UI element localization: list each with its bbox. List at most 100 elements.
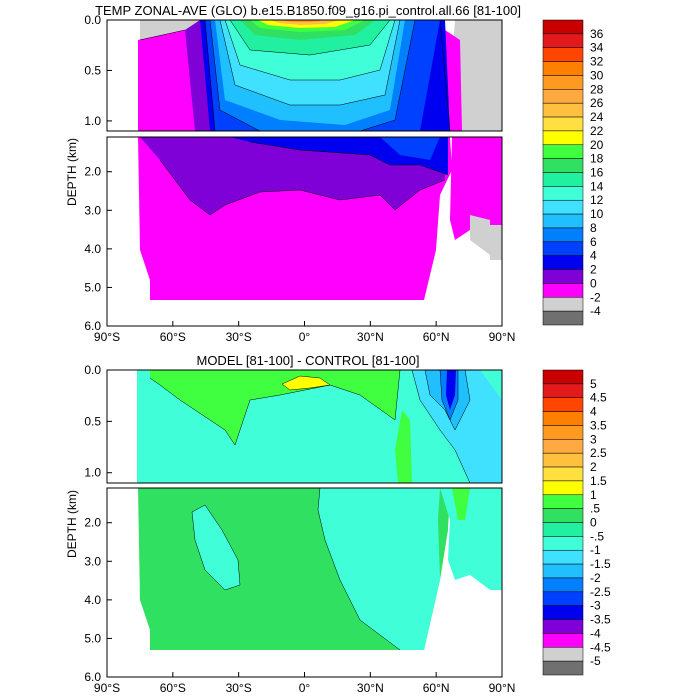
panel1-y-tick-label: 1.0 [84,114,101,128]
panel1-colorbar-label: 24 [590,110,604,124]
panel2-title: MODEL [81-100] - CONTROL [81-100] [196,353,419,368]
panel1-y-tick-label: 6.0 [84,319,101,333]
panel2-colorbar-box [542,577,584,593]
panel2-colorbar-box [542,466,584,482]
panel1-colorbar-label: 34 [590,41,604,55]
panel2-y-tick-label: 1.0 [84,466,101,480]
panel2-x-tick-label: 90°N [489,681,516,695]
panel2-colorbar-label: 2 [590,460,597,474]
panel2-colorbar-label: -1.5 [590,557,611,571]
panel2-upper-field [107,370,502,483]
panel1-lower-field [107,137,502,326]
panel2-colorbar-box [542,508,584,523]
panel1-x-tick-label: 90°N [489,330,516,344]
panel1-colorbar-box [542,158,584,173]
panel2-colorbar-box [542,383,584,398]
panel2-colorbar-box [542,591,584,606]
panel1-y-tick-label: 2.0 [84,165,101,179]
panel1-x-tick-label: 30°N [357,330,384,344]
panel2-colorbar-label: 2.5 [590,446,607,460]
panel1-colorbar-box [542,75,584,90]
panel1-colorbar-label: 18 [590,152,604,166]
panel2-colorbar-box [542,411,584,426]
panel1-colorbar-box [542,283,584,298]
panel1-upper-frame [106,19,503,132]
panel1-x-tick-label: 0° [299,330,311,344]
panel2-colorbar-label: -.5 [590,529,604,543]
panel2-colorbar-box [542,647,584,662]
panel1-x-tick-label: 60°N [423,330,450,344]
panel2-colorbar-label: 5 [590,377,597,391]
panel2-colorbar-label: -1 [590,543,601,557]
panel2-y-tick-label: 0.0 [84,363,101,377]
panel2-x-tick-label: 60°S [160,681,186,695]
panel1-ylabel: DEPTH (km) [65,138,79,206]
panel2-colorbar-label: 3 [590,432,597,446]
panel1-y-tick-label: 0.5 [84,63,101,77]
axes-ticks: 90°S 60°S 30°S 0° 30°N 60°N 90°N 0.0 0.5 1.0 2.0 3.… [84,13,515,695]
panel2-x-tick-label: 30°N [357,681,384,695]
panel1-colorbar-box [542,213,584,229]
panel2-x-tick-label: 60°N [423,681,450,695]
panel1-colorbar-label: 28 [590,82,604,96]
panel2-colorbar-box [542,522,584,537]
panel1-colorbar-label: 26 [590,96,604,110]
panel2-colorbar-box [542,397,584,412]
panel1-x-tick-label: 30°S [226,330,252,344]
panel1-colorbar-label: 14 [590,179,604,193]
panel2-lower-field [107,488,502,677]
panel1-colorbar-box [542,269,584,284]
panel2-ylabel: DEPTH (km) [65,490,79,558]
panel2-colorbar-box [542,536,584,551]
panel1-title: TEMP ZONAL-AVE (GLO) b.e15.B1850.f09_g16… [95,3,521,18]
panel1-colorbar-label: 32 [590,55,604,69]
panel1-colorbar-label: 0 [590,276,597,290]
panel2-x-tick-label: 0° [299,681,311,695]
panel1-colorbar-label: 20 [590,138,604,152]
panel1-colorbar-label: 4 [590,249,597,263]
panel1-colorbar-label: -2 [590,290,601,304]
panel1-x-tick-label: 90°S [94,330,120,344]
panel2-x-tick-label: 30°S [226,681,252,695]
panel1-colorbar-label: 22 [590,124,604,138]
panel2-colorbar-box [542,369,584,385]
panel2-colorbar-box [542,452,584,468]
panel1-colorbar-box [542,255,584,270]
panel2-colorbar-label: 4 [590,405,597,419]
panel2-upper-frame [106,369,503,484]
panel1-colorbar-box [542,130,584,146]
panel2-y-tick-label: 0.5 [84,414,101,428]
panel1-upper-field [107,20,502,131]
panel1-colorbar-box [542,33,584,48]
panel2-colorbar-label: -4.5 [590,640,611,654]
panel2-colorbar-box [542,563,584,579]
panel2-colorbar-label: -5 [590,654,601,668]
panel2-colorbar-box [542,425,584,440]
panel2-y-tick-label: 4.0 [84,593,101,607]
panel2-colorbar-box [542,619,584,634]
panel1-y-tick-label: 3.0 [84,203,101,217]
panel1-colorbar-box [542,144,584,159]
panel2-colorbar-label: -2.5 [590,585,611,599]
panel1-colorbar-box [542,19,584,35]
panel1-y-tick-label: 5.0 [84,280,101,294]
panel1-colorbar-box [542,227,584,243]
panel1-colorbar-label: 16 [590,166,604,180]
panel2-colorbar-label: 1.5 [590,474,607,488]
panel1-colorbar-box [542,102,584,118]
panel2-colorbar-box [542,494,584,509]
panel2-y-tick-label: 5.0 [84,631,101,645]
panel1-colorbar-box [542,61,584,76]
panel1-colorbar-box [542,47,584,62]
panel2-colorbar-label: -3 [590,599,601,613]
panel2-y-tick-label: 2.0 [84,516,101,530]
panel1-colorbar-box [542,116,584,132]
panel2-colorbar-box [542,439,584,454]
panel1-y-tick-label: 4.0 [84,242,101,256]
panel2-colorbar-label: -4 [590,626,601,640]
panel1-colorbar-label: 12 [590,193,604,207]
panel2-colorbar-label: .5 [590,502,600,516]
panel1-colorbar-label: 6 [590,235,597,249]
panel2-colorbar-label: 4.5 [590,391,607,405]
